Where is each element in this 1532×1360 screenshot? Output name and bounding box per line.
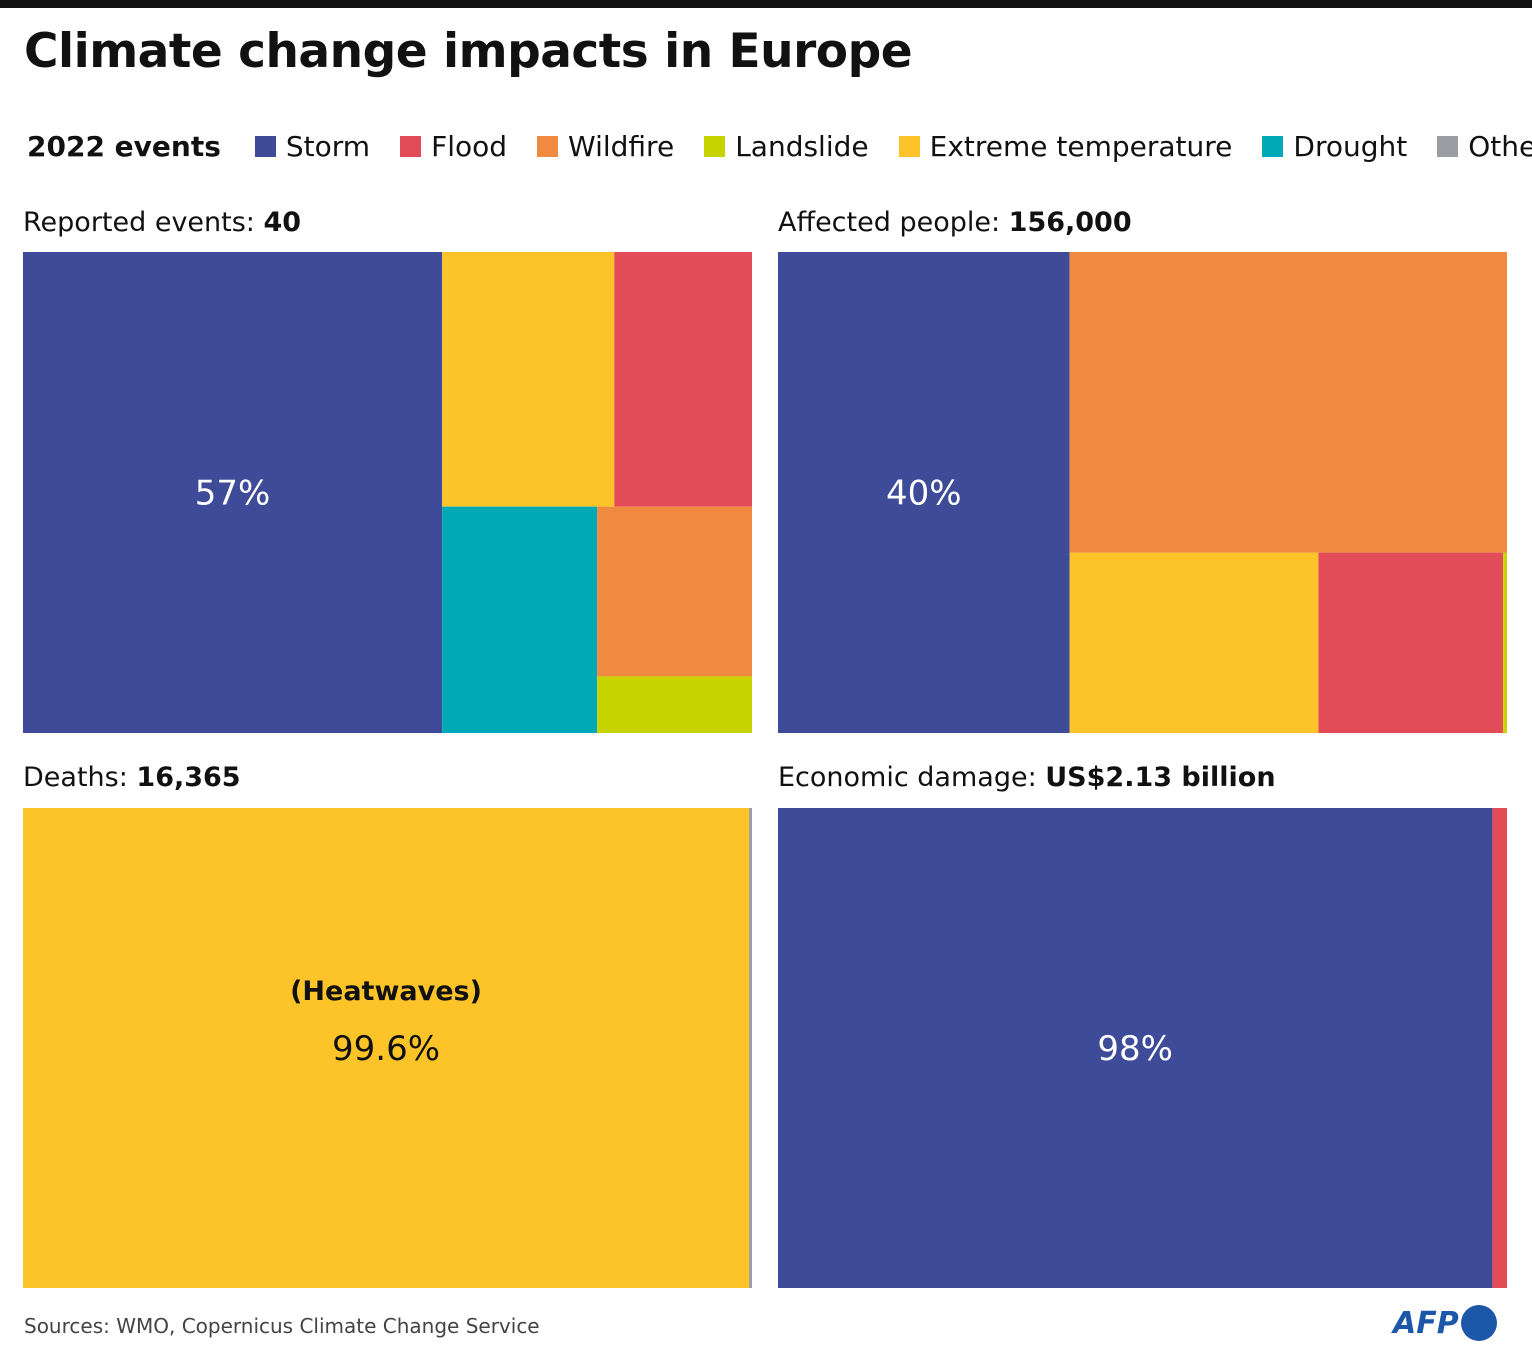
legend-item-other: Other xyxy=(1437,130,1532,163)
tile-landslide xyxy=(1503,552,1507,733)
legend-swatch xyxy=(1262,136,1284,157)
tile-extreme-temperature xyxy=(1069,552,1319,733)
legend: 2022 events Storm Flood Wildfire Landslide E… xyxy=(27,130,1532,163)
afp-logo: AFP xyxy=(1393,1305,1497,1341)
legend-item-landslide: Landslide xyxy=(704,130,869,163)
tile-storm xyxy=(778,252,1070,733)
tile-label: 40% xyxy=(886,474,962,514)
legend-label: Flood xyxy=(431,130,508,163)
panel-title-deaths: Deaths: 16,365 xyxy=(23,762,241,793)
tile-extreme-temperature xyxy=(23,808,750,1288)
panel-label: Economic damage: xyxy=(778,762,1046,793)
logo-dot xyxy=(1460,1305,1497,1341)
panel-value: 40 xyxy=(263,207,302,238)
legend-label: Extreme temperature xyxy=(929,130,1233,163)
top-rule xyxy=(0,0,1532,8)
legend-label: Storm xyxy=(285,130,371,163)
tile-label: 99.6% xyxy=(332,1029,440,1069)
panel-title-events: Reported events: 40 xyxy=(23,207,301,238)
tile-flood xyxy=(1318,552,1504,733)
legend-label: Other xyxy=(1468,130,1532,163)
tile-extreme-temperature xyxy=(442,252,615,507)
tile-storm xyxy=(23,252,443,733)
legend-label: Landslide xyxy=(735,130,869,163)
legend-swatch xyxy=(704,136,726,157)
treemap-deaths: (Heatwaves) 99.6% xyxy=(23,808,752,1288)
source-note: Sources: WMO, Copernicus Climate Change … xyxy=(24,1314,540,1338)
tile-drought xyxy=(442,506,598,733)
tile-label: (Heatwaves) xyxy=(290,976,482,1007)
tile-other xyxy=(749,808,752,1288)
tile-wildfire xyxy=(1069,252,1507,553)
panel-label: Deaths: xyxy=(23,762,137,793)
legend-item-flood: Flood xyxy=(400,130,507,163)
panel-value: 156,000 xyxy=(1008,207,1132,238)
panel-title-damage: Economic damage: US$2.13 billion xyxy=(778,762,1276,793)
legend-swatch xyxy=(898,136,920,157)
tile-storm xyxy=(778,808,1493,1288)
tile-wildfire xyxy=(597,506,752,677)
panel-label: Reported events: xyxy=(23,207,264,238)
treemap-economic-damage: 98% xyxy=(778,808,1507,1288)
legend-swatch xyxy=(1437,136,1459,157)
page-title: Climate change impacts in Europe xyxy=(24,24,913,79)
tile-landslide xyxy=(597,676,752,733)
tile-label: 57% xyxy=(195,474,271,514)
tile-flood xyxy=(1492,808,1507,1288)
legend-swatch xyxy=(537,136,559,157)
legend-title: 2022 events xyxy=(27,130,221,163)
panel-value: US$2.13 billion xyxy=(1045,762,1276,793)
legend-swatch xyxy=(254,136,276,157)
treemap-affected-people: 40% xyxy=(778,252,1507,733)
panel-value: 16,365 xyxy=(136,762,241,793)
legend-swatch xyxy=(400,136,422,157)
logo-text: AFP xyxy=(1393,1305,1459,1341)
panel-title-affected: Affected people: 156,000 xyxy=(778,207,1132,238)
tile-flood xyxy=(614,252,752,507)
tile-label: 98% xyxy=(1097,1029,1173,1069)
legend-item-storm: Storm xyxy=(254,130,371,163)
legend-label: Drought xyxy=(1293,130,1408,163)
legend-item-wildfire: Wildfire xyxy=(537,130,674,163)
legend-label: Wildfire xyxy=(568,130,675,163)
panel-label: Affected people: xyxy=(778,207,1009,238)
treemap-reported-events: 57% xyxy=(23,252,752,733)
legend-item-extreme-temperature: Extreme temperature xyxy=(898,130,1233,163)
legend-item-drought: Drought xyxy=(1262,130,1407,163)
